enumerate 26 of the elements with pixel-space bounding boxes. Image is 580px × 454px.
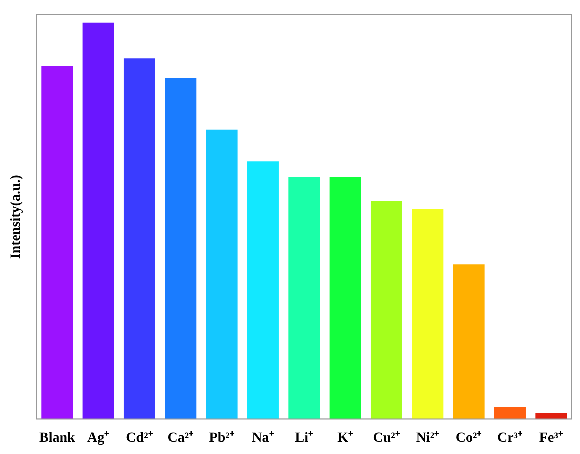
bar — [288, 177, 320, 420]
x-tick-label: Ag⁺ — [87, 431, 110, 446]
bar — [330, 177, 362, 420]
bar — [42, 66, 74, 420]
x-tick-label: Fe³⁺ — [539, 431, 564, 446]
bar — [494, 407, 526, 420]
x-tick-label: Blank — [39, 431, 76, 446]
y-axis-title: Intensity(a.u.) — [9, 174, 24, 260]
bar — [82, 22, 114, 420]
x-tick-label: K⁺ — [338, 431, 354, 446]
bar — [453, 264, 485, 420]
x-tick-label: Pb²⁺ — [209, 431, 235, 446]
bar — [370, 201, 402, 420]
bar — [165, 78, 197, 420]
x-tick-label: Co²⁺ — [456, 431, 482, 446]
bar — [124, 58, 156, 420]
x-tick-label: Cu²⁺ — [373, 431, 400, 446]
x-tick-label: Ca²⁺ — [168, 431, 194, 446]
bar — [206, 130, 238, 420]
x-tick-label: Cd²⁺ — [126, 431, 154, 446]
x-tick-label: Na⁺ — [252, 431, 274, 446]
bar — [247, 162, 279, 420]
x-tick-label: Ni²⁺ — [416, 431, 440, 446]
x-tick-label: Li⁺ — [295, 431, 314, 446]
x-tick-label: Cr³⁺ — [497, 431, 524, 446]
bar — [412, 209, 444, 420]
